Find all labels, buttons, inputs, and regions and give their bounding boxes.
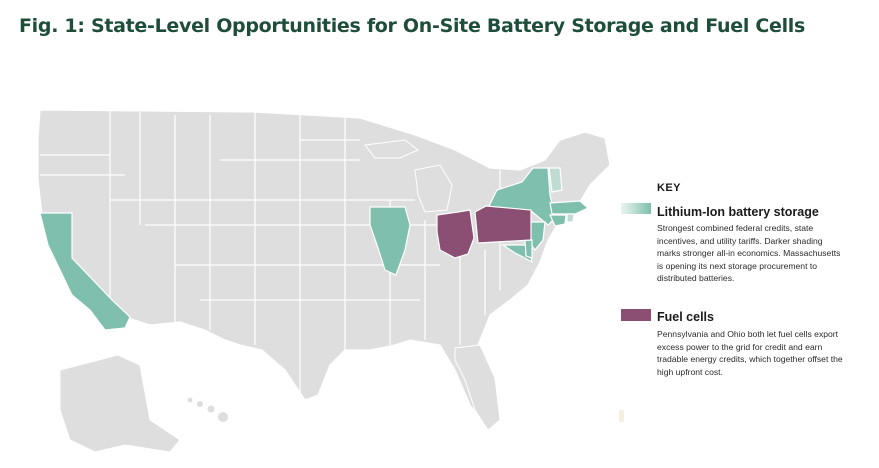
description-line: marks stronger all-in economics. Massach… [657, 248, 841, 259]
fuel-cells-title: Fuel cells [657, 310, 714, 324]
fuel-cell-states [436, 205, 532, 259]
fuel-cells-description: Pennsylvania and Ohio both let fuel cell… [657, 328, 872, 378]
maryland-state [501, 244, 533, 264]
battery-storage-swatch [621, 203, 651, 214]
battery-storage-title: Lithium-Ion battery storage [657, 205, 819, 219]
description-line: Pennsylvania and Ohio both let fuel cell… [657, 329, 839, 339]
fuel-cells-swatch [621, 309, 651, 321]
description-line: Strongest combined federal credits, stat… [657, 223, 814, 233]
rhode-island-state [566, 213, 575, 223]
lower-48-base [37, 109, 611, 431]
michigan-lower [414, 164, 453, 213]
illinois-state [369, 206, 411, 276]
california-state [39, 212, 131, 331]
description-line: is opening its next storage procurement … [657, 260, 818, 271]
figure-title: Fig. 1: State-Level Opportunities for On… [19, 15, 806, 37]
connecticut-state [549, 214, 567, 227]
ohio-state [436, 209, 475, 259]
description-line: excess power to the grid for credit and … [657, 341, 823, 352]
alaska-state [59, 354, 181, 453]
description-line: tradable energy credits, which together … [657, 354, 843, 365]
hawaii-inset [187, 397, 228, 422]
description-line: incentives, and utility tariffs. Darker … [657, 235, 823, 246]
florida [454, 344, 501, 431]
description-line: distributed batteries. [657, 273, 735, 284]
description-line: high upfront cost. [657, 366, 723, 377]
vermont-state [548, 167, 563, 193]
alaska-inset [59, 354, 181, 453]
battery-storage-description: Strongest combined federal credits, stat… [657, 222, 872, 285]
key-heading: KEY [657, 182, 681, 194]
massachusetts-state [549, 200, 590, 215]
upper-michigan [364, 139, 419, 159]
delaware-state [524, 239, 533, 259]
decorative-mark [619, 410, 624, 422]
pennsylvania-state [474, 205, 532, 244]
